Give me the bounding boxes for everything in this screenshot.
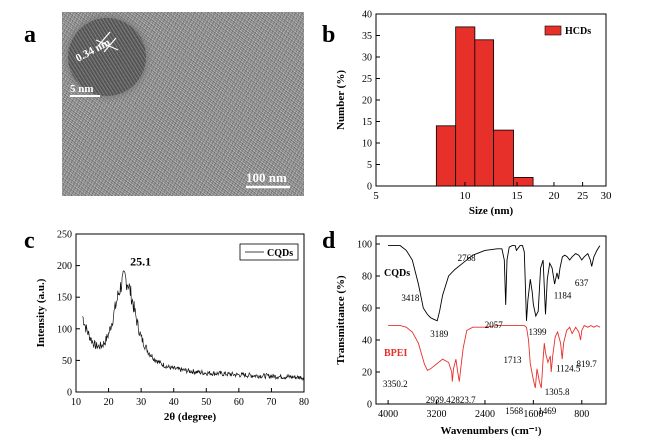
y-tick-label: 40 <box>362 336 372 347</box>
spectrum-cqds <box>388 245 601 322</box>
y-tick-label: 20 <box>362 368 372 379</box>
x-tick-label: 50 <box>201 397 211 408</box>
y-tick-label: 100 <box>357 240 372 251</box>
peak-annotation: 1568 <box>505 406 524 416</box>
x-tick-label: 5 <box>373 190 379 202</box>
peak-annotation: 1305.8 <box>545 387 570 397</box>
main-scale-label: 100 nm <box>246 170 287 185</box>
series-label-bpei: BPEI <box>384 348 407 359</box>
panel-label-d: d <box>322 228 336 254</box>
y-tick-label: 30 <box>362 53 372 64</box>
histogram-bar <box>455 26 476 187</box>
y-tick-label: 80 <box>362 272 372 283</box>
y-axis-label: Transmittance (%) <box>335 275 347 365</box>
x-tick-label: 2400 <box>475 409 495 420</box>
peak-annotation: 2939.4 <box>426 395 451 405</box>
x-tick-label: 20 <box>104 397 114 408</box>
peak-annotation: 637 <box>575 278 589 288</box>
inset-scale-label: 5 nm <box>70 83 94 95</box>
y-tick-label: 0 <box>367 182 372 193</box>
x-tick-label: 40 <box>169 397 179 408</box>
x-tick-label: 10 <box>71 397 81 408</box>
y-tick-label: 0 <box>67 388 72 399</box>
x-tick-label: 30 <box>136 397 146 408</box>
spectrum-bpei <box>388 325 601 389</box>
y-tick-label: 20 <box>362 96 372 107</box>
plot-frame <box>375 235 607 405</box>
peak-annotation: 1399 <box>529 327 548 337</box>
histogram-bar <box>435 125 457 187</box>
peak-annotation: 2057 <box>485 320 504 330</box>
y-tick-label: 60 <box>362 304 372 315</box>
panel-label-a: a <box>24 22 36 48</box>
y-tick-label: 15 <box>362 117 372 128</box>
xrd-chart: 0 50 100 150 200 250 10 20 30 40 50 60 70 80 2θ (degre… <box>35 230 309 424</box>
y-tick-label: 200 <box>57 261 72 272</box>
x-tick-label: 15 <box>512 190 524 202</box>
x-tick-label: 25 <box>577 190 589 202</box>
x-tick-label: 1600 <box>523 409 543 420</box>
y-tick-label: 250 <box>57 230 72 241</box>
plot-frame <box>75 233 305 393</box>
y-axis-label: Number (%) <box>335 70 347 130</box>
histogram-bar <box>474 39 495 187</box>
x-tick-label: 20 <box>548 190 560 202</box>
panel-label-b: b <box>322 22 335 48</box>
legend-swatch <box>544 25 562 36</box>
lattice-marker <box>95 31 119 53</box>
y-tick-label: 50 <box>62 356 72 367</box>
peak-annotation: 2768 <box>458 253 477 263</box>
lattice-spacing-label: 0.34 nm <box>74 37 113 65</box>
y-tick-label: 35 <box>362 31 372 42</box>
x-tick-label: 70 <box>266 397 276 408</box>
xrd-trace <box>82 270 305 382</box>
peak-annotation: 2823.7 <box>451 395 476 405</box>
y-tick-label: 5 <box>367 160 372 171</box>
peak-annotation: 1469 <box>538 406 557 416</box>
legend-label: CQDs <box>267 248 293 259</box>
panel-label-c: c <box>24 228 35 254</box>
peak-annotation: 1184 <box>554 290 572 300</box>
x-tick-label: 4000 <box>378 409 398 420</box>
x-axis-label: Size (nm) <box>469 205 514 217</box>
y-tick-label: 0 <box>367 400 372 411</box>
x-axis-label: Wavenumbers (cm⁻¹) <box>440 425 541 437</box>
peak-annotation: 819.7 <box>576 359 597 369</box>
histogram-bar <box>513 176 534 187</box>
series-label-cqds: CQDs <box>384 268 410 279</box>
legend-box <box>239 243 299 261</box>
legend-label: HCDs <box>565 26 591 37</box>
ftir-chart: 0 20 40 60 80 100 4000 3200 2400 1600 800 Wavenumbe… <box>335 235 607 437</box>
y-tick-label: 100 <box>57 324 72 335</box>
histogram-bar <box>493 129 514 187</box>
peak-annotation: 1713 <box>504 355 523 365</box>
x-tick-label: 3200 <box>427 409 447 420</box>
peak-annotation: 3350.2 <box>383 379 408 389</box>
y-tick-label: 40 <box>362 10 372 21</box>
x-tick-label: 10 <box>459 190 471 202</box>
y-axis-label: Intensity (a.u.) <box>35 278 47 347</box>
x-tick-label: 80 <box>299 397 309 408</box>
x-tick-label: 800 <box>574 409 589 420</box>
peak-annotation: 3189 <box>430 329 449 339</box>
y-tick-label: 25 <box>362 74 372 85</box>
y-tick-label: 10 <box>362 139 372 150</box>
peak-annotation: 1124.5 <box>556 364 581 374</box>
x-tick-label: 30 <box>601 190 613 202</box>
hrtem-inset <box>68 18 146 96</box>
peak-annotation: 3418 <box>401 293 420 303</box>
x-tick-label: 60 <box>234 397 244 408</box>
peak-label: 25.1 <box>130 255 151 269</box>
y-tick-label: 150 <box>57 293 72 304</box>
x-axis-label: 2θ (degree) <box>164 411 217 423</box>
